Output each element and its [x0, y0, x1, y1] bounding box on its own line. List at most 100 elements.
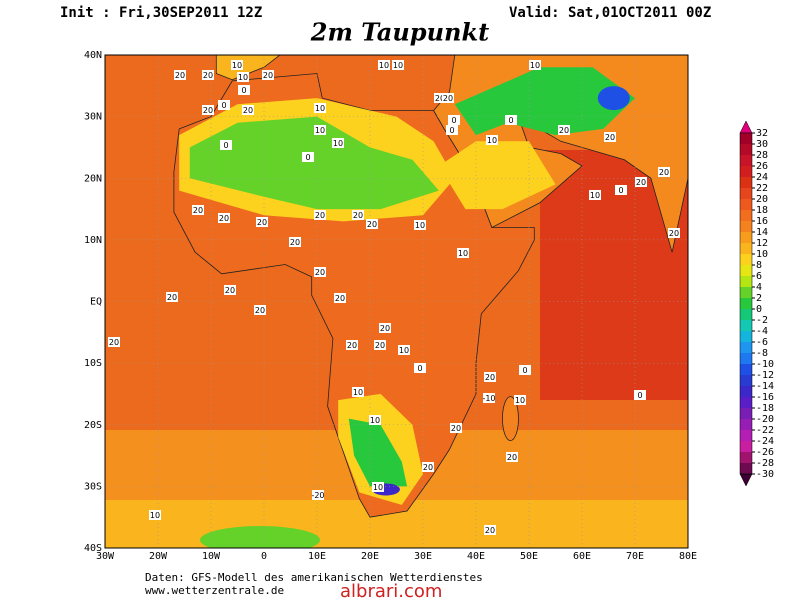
- contour-label: 20: [225, 286, 235, 295]
- contour-label-bg: [484, 372, 496, 382]
- colorbar-label: 24: [756, 172, 768, 183]
- valid-time: Valid: Sat,01OCT2011 00Z: [509, 5, 711, 21]
- contour-label-bg: [202, 70, 214, 80]
- contour-label-bg: [220, 140, 232, 150]
- contour-label: 0: [451, 116, 456, 125]
- contour-label: 0: [417, 364, 422, 373]
- contour-label-bg: [450, 423, 462, 433]
- lon-label: 60E: [573, 551, 591, 562]
- lon-label: 80E: [679, 551, 697, 562]
- contour-label-bg: [202, 105, 214, 115]
- contour-label: 0: [305, 153, 310, 162]
- colorbar-segment: [740, 221, 752, 232]
- contour-label: 10: [379, 61, 389, 70]
- contour-label: 10: [315, 126, 325, 135]
- contour-label-bg: [589, 190, 601, 200]
- colorbar-segment: [740, 342, 752, 353]
- contour-label: 10: [315, 104, 325, 113]
- watermark: albrari.com: [340, 581, 442, 600]
- contour-label-bg: [446, 125, 458, 135]
- lat-label: 40N: [84, 50, 102, 61]
- contour-label: 20: [507, 453, 517, 462]
- contour-label: 0: [241, 86, 246, 95]
- contour-label: 10: [333, 139, 343, 148]
- contour-label-bg: [218, 213, 230, 223]
- contour-label: 10: [415, 221, 425, 230]
- contour-label-bg: [448, 115, 460, 125]
- colorbar-segment: [740, 232, 752, 243]
- contour-label-bg: [414, 363, 426, 373]
- contour-label-bg: [352, 387, 364, 397]
- map-frame: [104, 54, 689, 549]
- contour-label: 20: [167, 293, 177, 302]
- contour-label-bg: [519, 365, 531, 375]
- colorbar-segment: [740, 265, 752, 276]
- contour-label: 10: [399, 346, 409, 355]
- contour-label-bg: [224, 285, 236, 295]
- colorbar-label: -18: [756, 403, 774, 414]
- colorbar-label: 14: [756, 227, 768, 238]
- colorbar-label: 0: [756, 304, 762, 315]
- colorbar-segment: [740, 144, 752, 155]
- contour-label: 20: [423, 463, 433, 472]
- contour-label: 20: [347, 341, 357, 350]
- contour-label-bg: [314, 103, 326, 113]
- source-url: www.wetterzentrale.de: [145, 584, 284, 597]
- contour-label: 20: [485, 373, 495, 382]
- colorbar-label: 2: [756, 293, 762, 304]
- contour-label: 20: [203, 106, 213, 115]
- contour-label: 10: [590, 191, 600, 200]
- colorbar-label: 32: [756, 128, 768, 139]
- lon-label: 50E: [520, 551, 538, 562]
- data-source: Daten: GFS-Modell des amerikanischen Wet…: [145, 571, 483, 584]
- contour-label: 20: [263, 71, 273, 80]
- colorbar-label: -14: [756, 381, 774, 392]
- colorbar-label: 10: [756, 249, 768, 260]
- colorbar-segment: [740, 177, 752, 188]
- contour-label-bg: [658, 167, 670, 177]
- contour-label-bg: [289, 237, 301, 247]
- lat-label: 20N: [84, 173, 102, 184]
- contour-label: 20: [380, 324, 390, 333]
- contour-label: 20: [659, 168, 669, 177]
- contour-label-bg: [558, 125, 570, 135]
- colorbar-segment: [740, 397, 752, 408]
- contour-label: 20: [315, 268, 325, 277]
- contour-label: 20: [435, 94, 445, 103]
- contour-label: 10: [393, 61, 403, 70]
- contour-label: 20: [636, 178, 646, 187]
- colorbar-segment: [740, 309, 752, 320]
- contour-label-bg: [369, 415, 381, 425]
- lon-label: 70E: [626, 551, 644, 562]
- colorbar-segment: [740, 133, 752, 144]
- colorbar-label: 28: [756, 150, 768, 161]
- contour-label-bg: [486, 135, 498, 145]
- contour-label-bg: [242, 105, 254, 115]
- contour-label: 20: [605, 133, 615, 142]
- colorbar-segment: [740, 276, 752, 287]
- lon-label: 10W: [202, 551, 221, 562]
- contour-label-bg: [378, 60, 390, 70]
- dry-zone: [348, 418, 408, 487]
- contour-label-bg: [314, 210, 326, 220]
- colorbar-label: 4: [756, 282, 762, 293]
- colorbar-label: -30: [756, 469, 774, 480]
- colorbar-label: 6: [756, 271, 762, 282]
- contour-label-bg: [346, 340, 358, 350]
- contour-label-bg: [231, 60, 243, 70]
- lat-label: EQ: [90, 297, 102, 308]
- lat-label: 30N: [84, 112, 102, 123]
- colorbar-label: -20: [756, 414, 774, 425]
- contour-label-bg: [192, 205, 204, 215]
- contour-label-bg: [442, 93, 454, 103]
- contour-label: 10: [238, 73, 248, 82]
- colorbar-label: -4: [756, 326, 768, 337]
- contour-label-bg: [506, 452, 518, 462]
- contour-label: 20: [243, 106, 253, 115]
- contour-label: 20: [109, 338, 119, 347]
- colorbar-segment: [740, 243, 752, 254]
- colorbar-label: 20: [756, 194, 768, 205]
- colorbar-label: 30: [756, 139, 768, 150]
- map-title: 2m Taupunkt: [310, 18, 489, 47]
- init-time: Init : Fri,30SEP2011 12Z: [60, 5, 262, 21]
